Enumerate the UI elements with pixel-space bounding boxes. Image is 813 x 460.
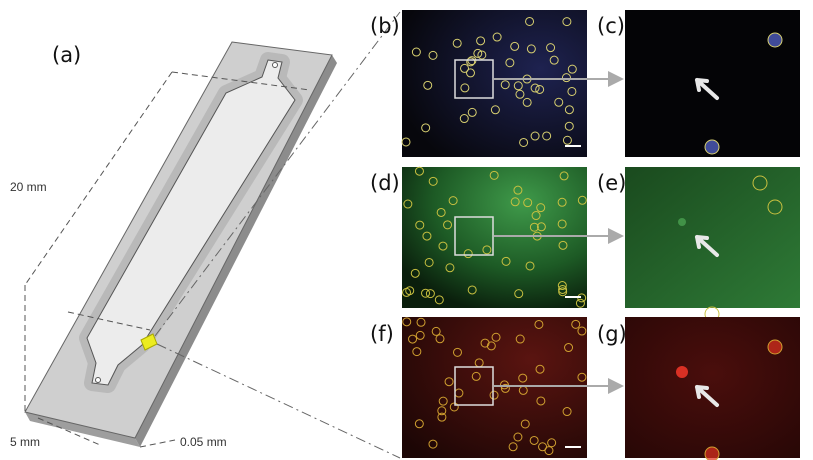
page: {"figure": { "panels": {"a": "(a)", "b":…	[0, 0, 813, 460]
panel-label: (e)	[597, 171, 626, 195]
target-cell	[678, 218, 686, 226]
panel-label: (d)	[370, 171, 400, 195]
figure: (a) (b) (c) (d) (e) (f) (g) 20 mm 5 mm 0…	[0, 0, 813, 460]
micrograph-zoom	[625, 10, 800, 157]
port	[96, 378, 101, 383]
panel-label: (c)	[597, 14, 625, 38]
panel-label: (a)	[52, 43, 81, 67]
scale-bar	[565, 296, 581, 298]
cell-zoom	[768, 340, 782, 354]
scale-bar	[565, 145, 581, 147]
micrograph	[402, 10, 587, 157]
panel-label: (f)	[370, 322, 394, 346]
cell-zoom	[705, 447, 719, 460]
scale-bar	[565, 446, 581, 448]
device	[25, 42, 337, 447]
micrographs	[402, 10, 800, 460]
dimension-label: 0.05 mm	[180, 435, 227, 449]
micrograph-zoom	[625, 167, 800, 308]
cell-zoom	[768, 33, 782, 47]
micrograph	[402, 317, 587, 458]
panel-label: (b)	[370, 14, 400, 38]
cell-zoom	[705, 140, 719, 154]
micrograph-zoom	[625, 317, 800, 458]
dimension-label: 20 mm	[10, 180, 47, 194]
target-cell	[676, 366, 688, 378]
dim-line	[140, 440, 175, 447]
panel-label: (g)	[597, 322, 627, 346]
dimension-label: 5 mm	[10, 435, 40, 449]
port	[273, 63, 278, 68]
